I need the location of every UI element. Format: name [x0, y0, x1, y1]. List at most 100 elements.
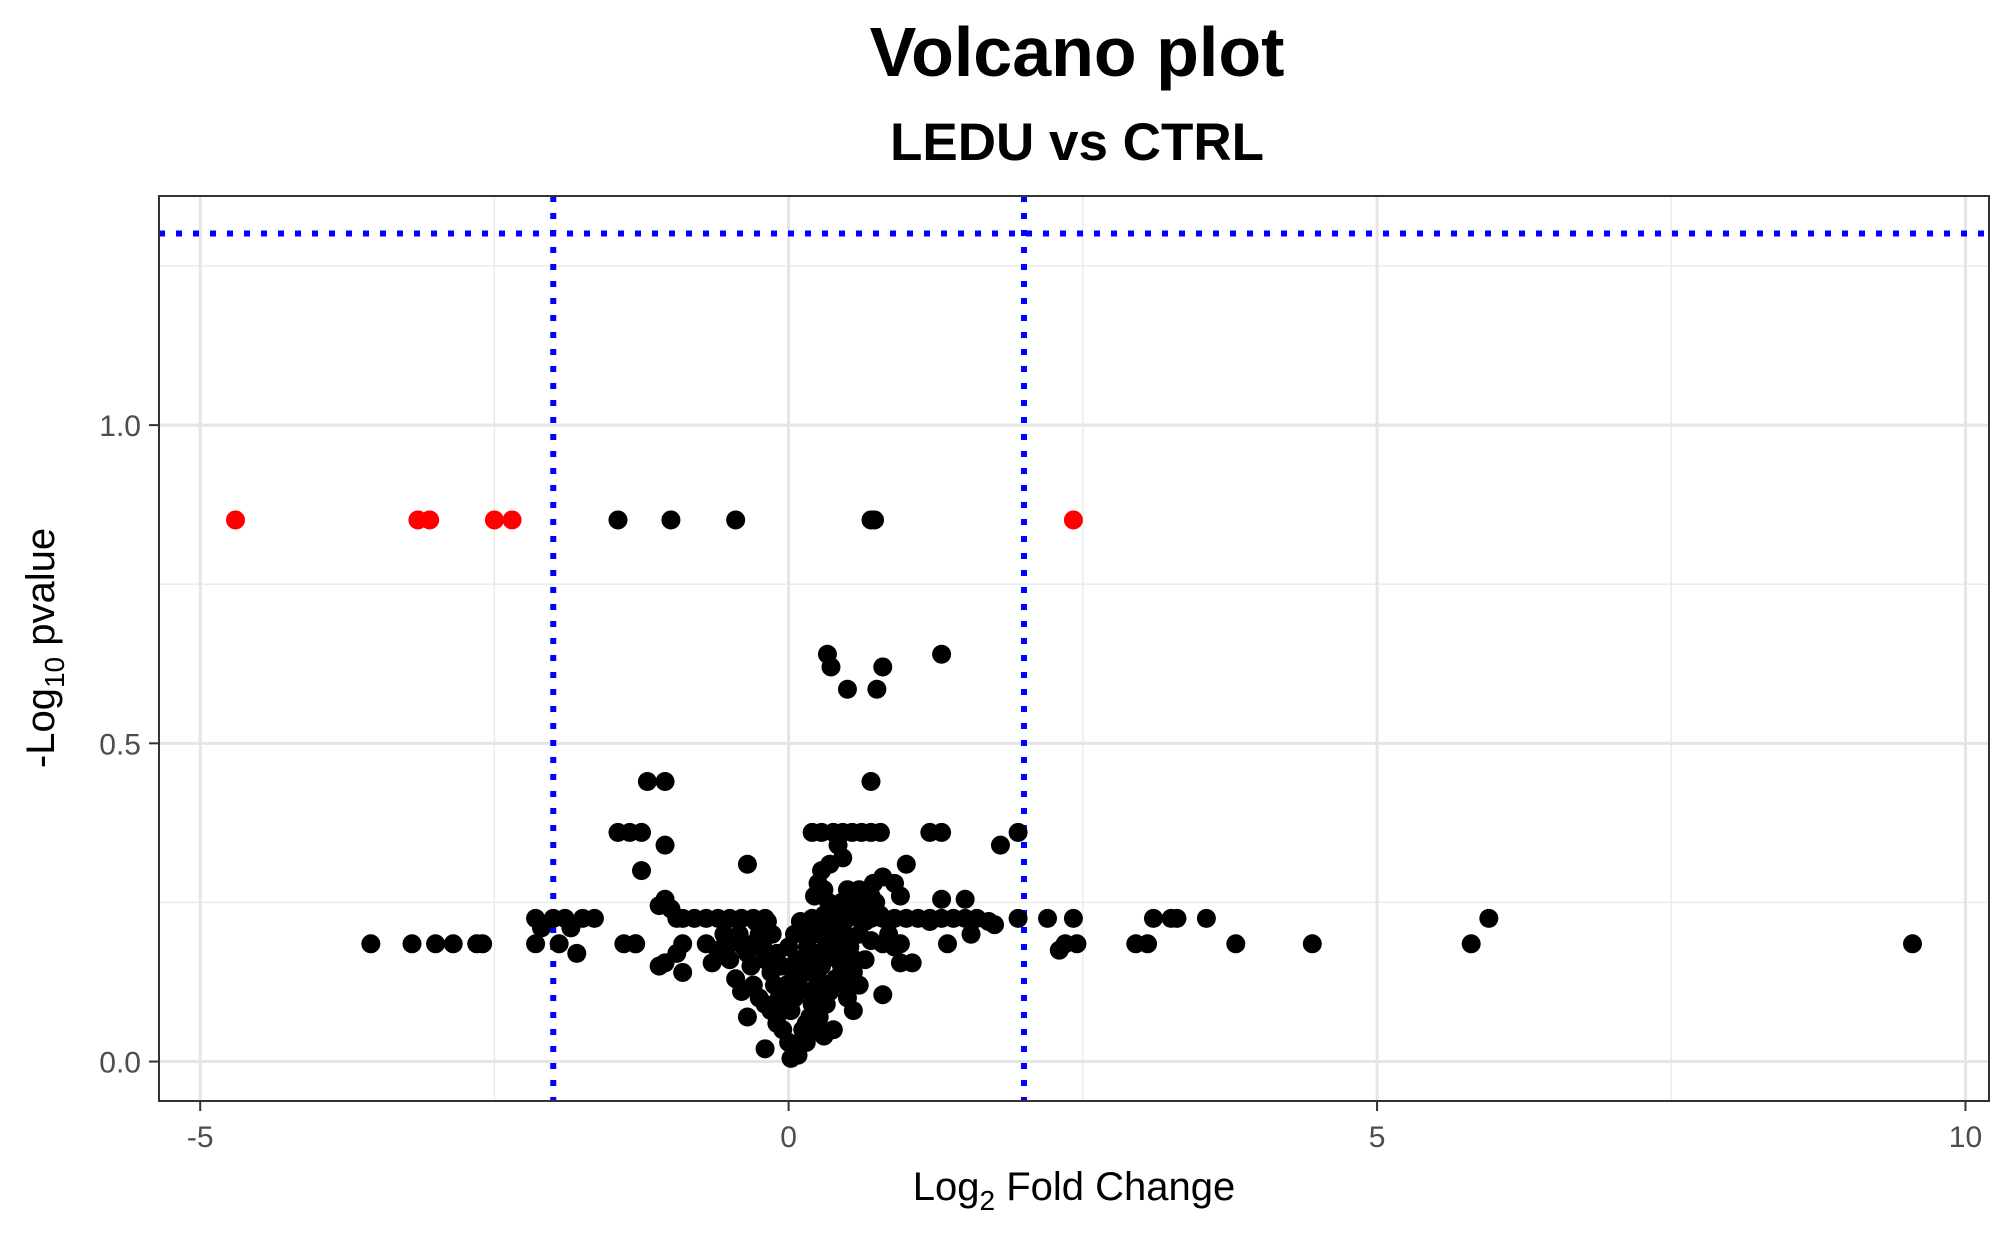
- axes: -5 0 5 10 0.0 0.5 1.0: [99, 410, 1982, 1154]
- data-point: [655, 772, 675, 792]
- data-point: [1196, 908, 1216, 928]
- y-tick-label: 1.0: [99, 410, 141, 443]
- data-point: [655, 835, 675, 855]
- data-point: [890, 886, 910, 906]
- data-point: [1138, 934, 1158, 954]
- y-tick-label: 0.0: [99, 1047, 141, 1080]
- x-tick-label: 10: [1949, 1121, 1982, 1154]
- data-point: [729, 924, 749, 944]
- data-point: [361, 934, 381, 954]
- x-tick-label: -5: [187, 1121, 214, 1154]
- data-point: [1167, 908, 1187, 928]
- data-point: [626, 934, 646, 954]
- data-point: [865, 510, 885, 530]
- data-point: [737, 854, 757, 874]
- data-point: [526, 934, 546, 954]
- data-point: [849, 975, 869, 995]
- data-point: [755, 1039, 775, 1059]
- data-point: [870, 822, 890, 842]
- data-point: [814, 905, 834, 925]
- data-point: [845, 950, 865, 970]
- data-point: [720, 950, 740, 970]
- y-axis-title-sub: 10: [39, 657, 70, 688]
- data-point: [961, 924, 981, 944]
- y-axis-title-post: pvalue: [19, 528, 63, 657]
- significant-point: [1063, 510, 1083, 530]
- data-point: [1479, 908, 1499, 928]
- data-point: [584, 908, 604, 928]
- data-point: [473, 934, 493, 954]
- data-point: [870, 905, 890, 925]
- data-point: [632, 822, 652, 842]
- data-point: [990, 835, 1010, 855]
- data-point: [805, 886, 825, 906]
- data-point: [443, 934, 463, 954]
- data-point: [932, 644, 952, 664]
- data-point: [867, 679, 887, 699]
- data-point: [714, 924, 734, 944]
- significant-point: [225, 510, 245, 530]
- data-point: [549, 934, 569, 954]
- data-point: [837, 679, 857, 699]
- data-point: [796, 1032, 816, 1052]
- data-point: [1461, 934, 1481, 954]
- data-point: [1063, 908, 1083, 928]
- x-tick-label: 0: [780, 1121, 797, 1154]
- data-point: [902, 953, 922, 973]
- chart-subtitle: LEDU vs CTRL: [890, 113, 1264, 172]
- data-point: [932, 889, 952, 909]
- data-point: [741, 956, 761, 976]
- data-point: [885, 937, 905, 957]
- data-point: [608, 510, 628, 530]
- data-point: [873, 657, 893, 677]
- data-point: [955, 889, 975, 909]
- data-point: [781, 1001, 801, 1021]
- data-point: [637, 772, 657, 792]
- data-point: [661, 510, 681, 530]
- data-point: [1008, 822, 1028, 842]
- data-point: [426, 934, 446, 954]
- data-point: [667, 943, 687, 963]
- data-point: [843, 1001, 863, 1021]
- data-point: [821, 657, 841, 677]
- significant-point: [420, 510, 440, 530]
- x-axis-title-pre: Log: [913, 1165, 980, 1209]
- data-point: [402, 934, 422, 954]
- data-points: [225, 510, 1923, 1068]
- grid: [159, 196, 1989, 1101]
- x-axis-title: Log2 Fold Change: [913, 1165, 1235, 1216]
- x-axis-title-sub: 2: [980, 1185, 996, 1216]
- chart-title: Volcano plot: [870, 13, 1285, 91]
- data-point: [1903, 934, 1923, 954]
- y-axis-title: -Log10 pvalue: [19, 528, 70, 768]
- threshold-lines: [159, 196, 1989, 1101]
- significant-point: [484, 510, 504, 530]
- data-point: [1226, 934, 1246, 954]
- data-point: [567, 943, 587, 963]
- data-point: [1038, 908, 1058, 928]
- data-point: [932, 822, 952, 842]
- significant-point: [502, 510, 522, 530]
- data-point: [795, 924, 815, 944]
- data-point: [1008, 908, 1028, 928]
- data-point: [673, 962, 693, 982]
- data-point: [1067, 934, 1087, 954]
- data-point: [649, 896, 669, 916]
- data-point: [726, 510, 746, 530]
- x-tick-label: 5: [1369, 1121, 1386, 1154]
- data-point: [757, 912, 777, 932]
- data-point: [767, 943, 787, 963]
- data-point: [937, 934, 957, 954]
- data-point: [896, 854, 916, 874]
- data-point: [985, 915, 1005, 935]
- data-point: [809, 924, 829, 944]
- data-point: [861, 931, 881, 951]
- data-point: [1143, 908, 1163, 928]
- data-point: [632, 861, 652, 881]
- data-point: [776, 975, 796, 995]
- data-point: [920, 912, 940, 932]
- y-axis-title-pre: -Log: [19, 688, 63, 768]
- y-tick-label: 0.5: [99, 728, 141, 761]
- data-point: [1302, 934, 1322, 954]
